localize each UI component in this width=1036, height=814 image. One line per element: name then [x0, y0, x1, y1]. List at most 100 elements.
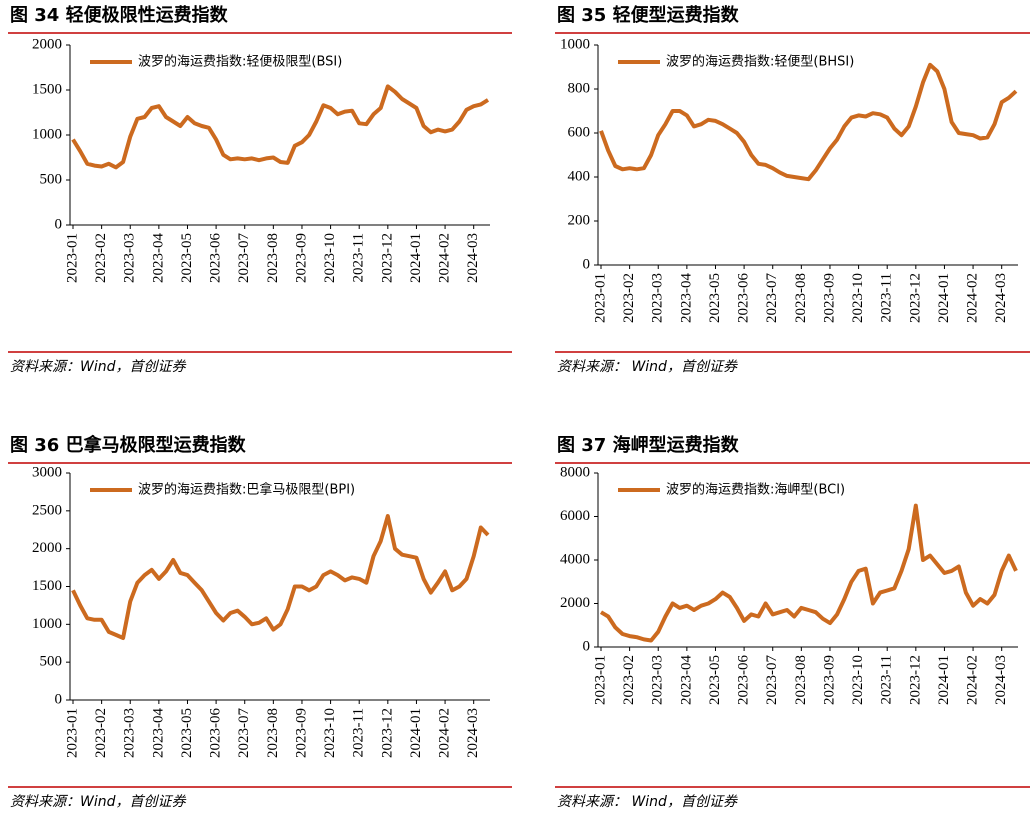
- y-tick-label: 1000: [560, 36, 590, 52]
- y-tick-label: 2000: [32, 36, 62, 52]
- x-tick-label: 2023-01: [592, 655, 608, 705]
- y-tick-label: 0: [55, 216, 63, 232]
- y-tick-label: 1000: [32, 126, 62, 142]
- x-tick-label: 2023-07: [764, 655, 780, 705]
- x-tick-label: 2023-04: [678, 655, 694, 705]
- x-tick-label: 2023-03: [650, 655, 666, 705]
- x-tick-label: 2023-06: [208, 708, 224, 758]
- x-tick-label: 2023-09: [821, 273, 837, 323]
- y-tick-label: 0: [583, 638, 591, 654]
- y-tick-label: 600: [568, 124, 591, 140]
- x-tick-label: 2024-02: [965, 655, 981, 705]
- y-tick-label: 500: [40, 171, 63, 187]
- x-tick-label: 2023-01: [64, 233, 80, 283]
- chart-title: 图 37 海岬型运费指数: [557, 434, 740, 456]
- chart-title: 图 34 轻便极限性运费指数: [10, 4, 229, 26]
- x-tick-label: 2023-02: [621, 655, 637, 705]
- x-tick-label: 2023-02: [621, 273, 637, 323]
- legend-label: 波罗的海运费指数:巴拿马极限型(BPI): [138, 482, 355, 498]
- x-tick-label: 2023-01: [592, 273, 608, 323]
- legend-label: 波罗的海运费指数:轻便极限型(BSI): [138, 54, 342, 70]
- x-tick-label: 2023-11: [879, 655, 895, 704]
- legend-label: 波罗的海运费指数:海岬型(BCI): [666, 482, 845, 498]
- x-tick-label: 2023-04: [150, 233, 166, 283]
- x-tick-label: 2023-06: [736, 655, 752, 705]
- x-tick-label: 2023-09: [821, 655, 837, 705]
- x-tick-label: 2023-07: [236, 708, 252, 758]
- series-line: [71, 514, 490, 640]
- x-tick-label: 2023-11: [351, 708, 367, 757]
- x-tick-label: 2023-10: [850, 273, 866, 323]
- chart-title: 图 36 巴拿马极限型运费指数: [10, 434, 247, 456]
- x-tick-label: 2024-01: [936, 655, 952, 705]
- x-tick-label: 2023-10: [850, 655, 866, 705]
- y-tick-label: 0: [55, 691, 63, 707]
- y-tick-label: 500: [40, 654, 63, 670]
- x-tick-label: 2023-11: [351, 233, 367, 282]
- legend-label: 波罗的海运费指数:轻便型(BHSI): [666, 54, 854, 70]
- x-tick-label: 2023-12: [379, 233, 395, 283]
- y-tick-label: 2000: [560, 595, 590, 611]
- y-tick-label: 200: [568, 212, 591, 228]
- x-tick-label: 2024-03: [465, 708, 481, 758]
- x-tick-label: 2023-02: [93, 708, 109, 758]
- source-note: 资料来源： Wind，首创证券: [557, 359, 738, 375]
- y-tick-label: 1500: [32, 578, 62, 594]
- x-tick-label: 2023-08: [793, 655, 809, 705]
- series-line: [599, 62, 1018, 182]
- y-tick-label: 6000: [560, 508, 590, 524]
- x-tick-label: 2023-07: [236, 233, 252, 283]
- x-tick-label: 2023-10: [322, 233, 338, 283]
- x-tick-label: 2023-11: [879, 273, 895, 322]
- x-tick-label: 2023-12: [907, 655, 923, 705]
- x-tick-label: 2023-05: [707, 655, 723, 705]
- x-tick-label: 2023-05: [179, 233, 195, 283]
- x-tick-label: 2023-03: [122, 233, 138, 283]
- x-tick-label: 2023-07: [764, 273, 780, 323]
- y-tick-label: 8000: [560, 464, 590, 480]
- source-note: 资料来源： Wind，首创证券: [557, 794, 738, 810]
- y-tick-label: 1500: [32, 81, 62, 97]
- series-line: [599, 503, 1018, 643]
- y-tick-label: 0: [583, 256, 591, 272]
- series-line: [71, 84, 490, 170]
- y-tick-label: 400: [568, 168, 591, 184]
- x-tick-label: 2024-03: [993, 655, 1009, 705]
- chart-title: 图 35 轻便型运费指数: [557, 4, 740, 26]
- x-tick-label: 2024-02: [965, 273, 981, 323]
- y-tick-label: 4000: [560, 551, 590, 567]
- x-tick-label: 2023-09: [293, 708, 309, 758]
- source-note: 资料来源：Wind，首创证券: [10, 359, 186, 375]
- x-tick-label: 2024-01: [408, 708, 424, 758]
- x-tick-label: 2023-12: [379, 708, 395, 758]
- x-tick-label: 2023-02: [93, 233, 109, 283]
- x-tick-label: 2023-10: [322, 708, 338, 758]
- x-tick-label: 2024-03: [465, 233, 481, 283]
- x-tick-label: 2023-12: [907, 273, 923, 323]
- x-tick-label: 2024-01: [936, 273, 952, 323]
- x-tick-label: 2023-06: [208, 233, 224, 283]
- x-tick-label: 2023-09: [293, 233, 309, 283]
- x-tick-label: 2023-05: [707, 273, 723, 323]
- x-tick-label: 2023-08: [265, 708, 281, 758]
- x-tick-label: 2024-03: [993, 273, 1009, 323]
- x-tick-label: 2023-08: [265, 233, 281, 283]
- y-tick-label: 1000: [32, 616, 62, 632]
- x-tick-label: 2023-03: [122, 708, 138, 758]
- x-tick-label: 2024-02: [437, 708, 453, 758]
- x-tick-label: 2023-03: [650, 273, 666, 323]
- x-tick-label: 2023-05: [179, 708, 195, 758]
- x-tick-label: 2024-01: [408, 233, 424, 283]
- x-tick-label: 2023-06: [736, 273, 752, 323]
- y-tick-label: 800: [568, 80, 591, 96]
- x-tick-label: 2023-04: [678, 273, 694, 323]
- y-tick-label: 2500: [32, 502, 62, 518]
- x-tick-label: 2023-04: [150, 708, 166, 758]
- y-tick-label: 3000: [32, 464, 62, 480]
- x-tick-label: 2023-01: [64, 708, 80, 758]
- x-tick-label: 2024-02: [437, 233, 453, 283]
- x-tick-label: 2023-08: [793, 273, 809, 323]
- source-note: 资料来源：Wind，首创证券: [10, 794, 186, 810]
- y-tick-label: 2000: [32, 540, 62, 556]
